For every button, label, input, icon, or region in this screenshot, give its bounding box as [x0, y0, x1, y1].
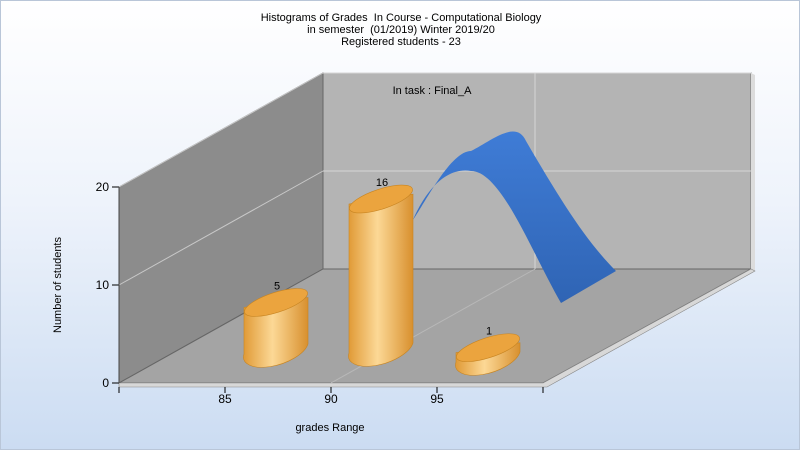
y-axis: 0 10 20	[96, 180, 120, 390]
x-axis-label: grades Range	[295, 422, 364, 434]
bar-top	[244, 288, 308, 317]
x-tick-label: 90	[324, 392, 338, 406]
chart-title: Histograms of Grades In Course - Computa…	[1, 12, 800, 48]
bar-value-label: 1	[486, 326, 492, 338]
y-tick-label: 20	[96, 180, 110, 194]
bar-body	[348, 193, 414, 367]
bar-top	[456, 333, 520, 362]
gridline-left	[118, 170, 324, 286]
x-tick-label: 85	[218, 392, 232, 406]
y-tick-label: 0	[102, 376, 109, 390]
bar: 16	[348, 177, 414, 367]
bar: 5	[243, 280, 309, 368]
gridline-left	[118, 72, 324, 188]
title-line-1: Histograms of Grades In Course - Computa…	[260, 12, 542, 24]
y-tick-label: 10	[96, 278, 110, 292]
bars: 5 16 1	[243, 177, 521, 376]
bar-top	[349, 184, 413, 214]
bar-value-label: 5	[274, 280, 280, 292]
back-wall-edge	[751, 73, 755, 271]
bar-value-label: 16	[376, 177, 388, 189]
title-line-2: in semester (01/2019) Winter 2019/20	[307, 24, 495, 36]
task-annotation: In task : Final_A	[393, 85, 473, 97]
bar: 1	[455, 326, 521, 376]
x-tick-label: 95	[430, 392, 444, 406]
y-axis-label: Number of students	[52, 237, 64, 333]
x-axis: 85 90 95	[118, 387, 544, 406]
distribution-curve	[413, 131, 616, 303]
title-line-3: Registered students - 23	[341, 36, 461, 48]
